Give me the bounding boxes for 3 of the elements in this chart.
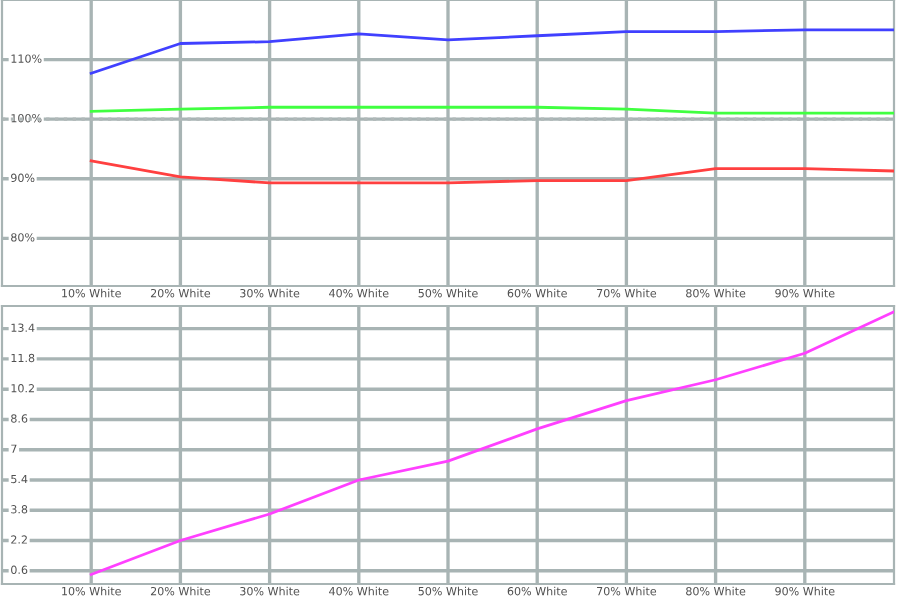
line-series bbox=[89, 310, 894, 576]
line-series bbox=[89, 28, 894, 75]
line-series bbox=[89, 159, 894, 185]
